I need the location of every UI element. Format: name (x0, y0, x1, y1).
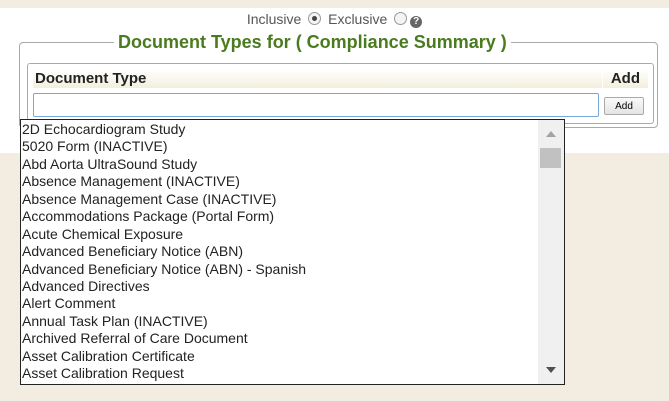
scroll-down-arrow-icon[interactable] (546, 367, 556, 373)
dropdown-option[interactable]: Absence Management (INACTIVE) (22, 173, 240, 190)
document-type-input[interactable] (33, 93, 599, 117)
fieldset-legend: Document Types for ( Compliance Summary … (118, 32, 507, 52)
inclusive-exclusive-options: Inclusive Exclusive ? (0, 11, 669, 28)
exclusive-label: Exclusive (328, 11, 388, 27)
dropdown-option[interactable]: Accommodations Package (Portal Form) (22, 208, 275, 225)
dropdown-option[interactable]: Acute Chemical Exposure (22, 225, 184, 242)
column-divider (602, 69, 603, 88)
column-header-add: Add (610, 70, 640, 87)
question-circle-icon[interactable]: ? (410, 16, 423, 28)
dropdown-option[interactable]: Asset Calibration Certificate (22, 347, 195, 364)
dropdown-option[interactable]: Advanced Beneficiary Notice (ABN) (22, 243, 243, 260)
dropdown-option[interactable]: Abd Aorta UltraSound Study (22, 155, 198, 172)
dropdown-list: 2D Echocardiogram Study 5020 Form (INACTI… (22, 121, 306, 383)
dropdown-option[interactable]: Advanced Beneficiary Notice (ABN) - Span… (22, 260, 307, 277)
dropdown-option[interactable]: Absence Management Case (INACTIVE) (22, 190, 277, 207)
dropdown-option[interactable]: Archived Referral of Care Document (22, 330, 248, 347)
table-header: Document Type Add (33, 69, 648, 88)
scrollbar[interactable] (538, 120, 564, 384)
dropdown-option[interactable]: Annual Task Plan (INACTIVE) (22, 312, 208, 329)
inclusive-radio[interactable] (308, 12, 322, 25)
scroll-up-arrow-icon[interactable] (546, 131, 556, 137)
scrollbar-thumb[interactable] (540, 148, 561, 168)
dropdown-option[interactable]: 5020 Form (INACTIVE) (22, 138, 168, 155)
dropdown-option[interactable]: Alert Comment (22, 295, 116, 312)
column-header-document-type: Document Type (35, 70, 147, 87)
dropdown-option[interactable]: 2D Echocardiogram Study (22, 121, 186, 137)
autocomplete-dropdown: 2D Echocardiogram Study 5020 Form (INACTI… (20, 119, 565, 385)
dropdown-option[interactable]: Asset Calibration Request (22, 365, 184, 382)
exclusive-radio[interactable] (394, 12, 408, 25)
dropdown-option[interactable]: Advanced Directives (22, 277, 150, 294)
inclusive-label: Inclusive (246, 11, 302, 27)
add-button[interactable]: Add (604, 97, 644, 115)
